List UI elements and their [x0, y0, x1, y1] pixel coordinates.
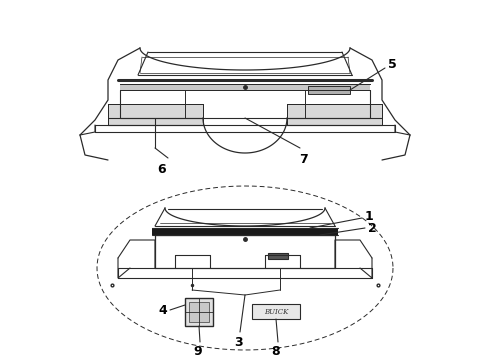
Text: 9: 9 — [194, 345, 202, 358]
Bar — [287, 104, 382, 125]
Bar — [152, 228, 338, 235]
Text: 1: 1 — [365, 210, 374, 222]
Text: 3: 3 — [234, 336, 243, 349]
Text: 6: 6 — [158, 163, 166, 176]
Bar — [252, 304, 300, 319]
Bar — [268, 253, 288, 259]
Bar — [120, 84, 370, 90]
Text: 4: 4 — [159, 303, 168, 316]
Text: 2: 2 — [368, 221, 377, 234]
Text: 5: 5 — [388, 58, 397, 72]
Bar — [108, 104, 203, 125]
Text: BUICK: BUICK — [264, 307, 288, 315]
Bar — [308, 86, 350, 94]
Text: 7: 7 — [298, 153, 307, 166]
Bar — [185, 298, 213, 326]
Text: 8: 8 — [271, 345, 280, 358]
Bar — [189, 302, 209, 322]
